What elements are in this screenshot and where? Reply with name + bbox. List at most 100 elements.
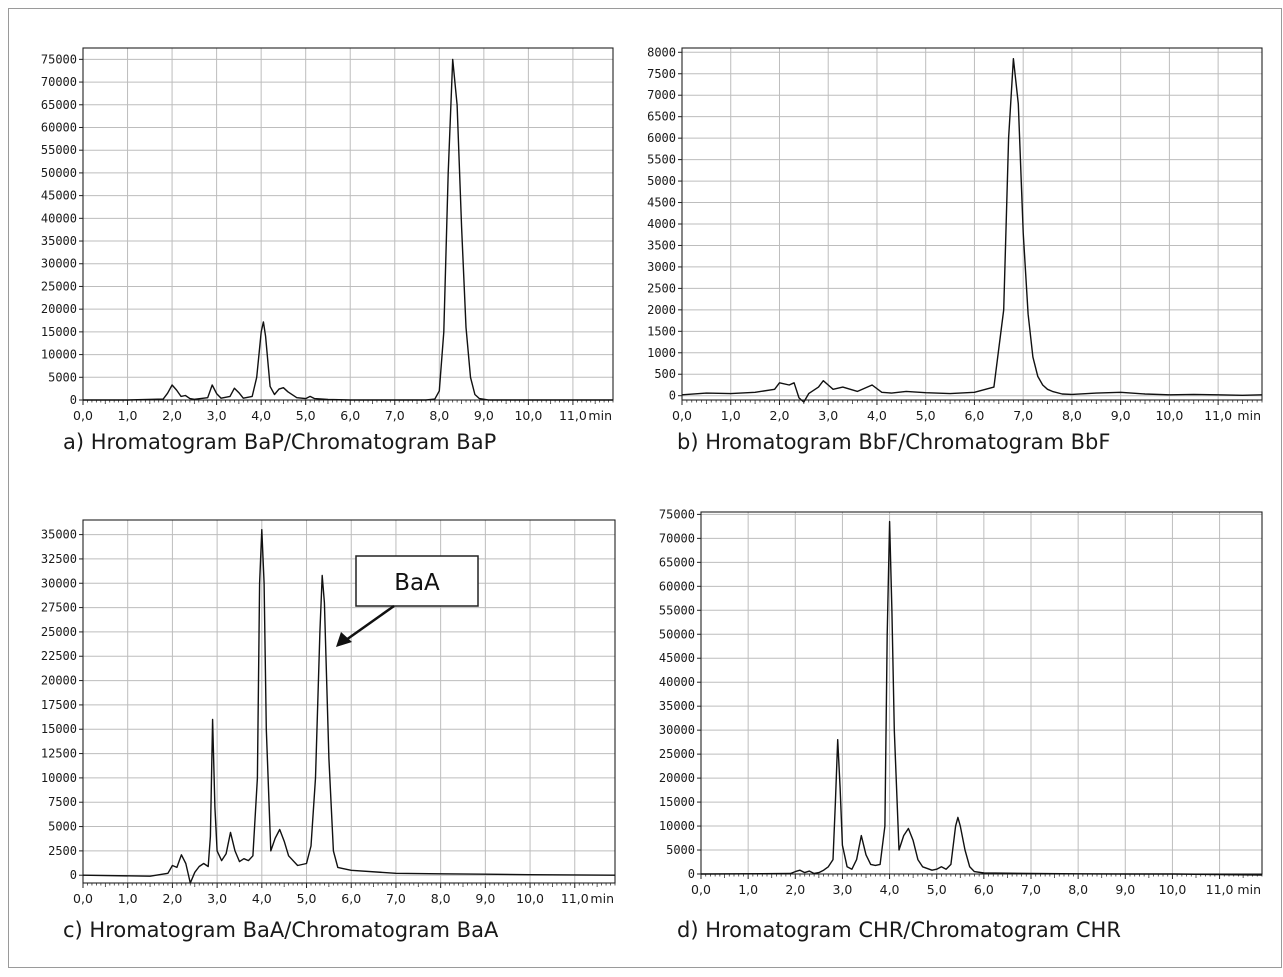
y-tick-label: 1000 <box>647 346 676 360</box>
x-tick-label: 8,0 <box>1068 882 1088 897</box>
y-tick-label: 4000 <box>647 217 676 231</box>
y-tick-label: 30000 <box>41 257 77 271</box>
chart-panel-d: 0,0 1,0 2,0 3,0 4,0 5,0 6,0 7,0 8,0 9,0 10,0 11,0 mi… <box>640 480 1283 977</box>
y-tick-label: 35000 <box>41 528 77 542</box>
y-tick-label: 75000 <box>41 52 77 66</box>
x-unit-label: min <box>1237 408 1261 423</box>
figure-frame <box>8 8 1282 968</box>
y-tick-label: 45000 <box>659 651 695 665</box>
y-tick-label: 7500 <box>48 795 77 809</box>
y-tick-label: 5000 <box>647 174 676 188</box>
x-tick-label: 10,0 <box>1159 882 1187 897</box>
x-unit-label: min <box>590 891 614 906</box>
x-unit-label: min <box>588 408 612 423</box>
y-tick-label: 2500 <box>647 281 676 295</box>
y-tick-label: 2500 <box>48 844 77 858</box>
y-tick-label: 22500 <box>41 649 77 663</box>
x-tick-label: 2,0 <box>770 408 790 423</box>
y-tick-label: 3000 <box>647 260 676 274</box>
x-tick-label: 3,0 <box>832 882 852 897</box>
x-tick-label: 4,0 <box>880 882 900 897</box>
grid <box>83 520 615 883</box>
y-tick-label: 2000 <box>647 303 676 317</box>
y-tick-label: 40000 <box>659 675 695 689</box>
y-tick-label: 65000 <box>659 555 695 569</box>
x-tick-label: 10,0 <box>516 891 544 906</box>
x-tick-label: 8,0 <box>1062 408 1082 423</box>
y-tick-label: 0 <box>70 393 77 407</box>
x-tick-label: 4,0 <box>252 891 272 906</box>
x-tick-label: 1,0 <box>118 891 138 906</box>
x-tick-label: 0,0 <box>691 882 711 897</box>
y-tick-label: 17500 <box>41 698 77 712</box>
annotation-arrow-line <box>345 604 395 642</box>
y-tick-label: 75000 <box>659 507 695 521</box>
y-tick-label: 20000 <box>659 771 695 785</box>
chart-c-svg: 0,0 1,0 2,0 3,0 4,0 5,0 6,0 7,0 8,0 9,0 10,0 11,0 mi… <box>41 519 616 906</box>
chart-panel-c: 0,0 1,0 2,0 3,0 4,0 5,0 6,0 7,0 8,0 9,0 10,0 11,0 mi… <box>0 480 640 977</box>
x-tick-label: 0,0 <box>73 408 93 423</box>
chart-panel-b: 0,0 1,0 2,0 3,0 4,0 5,0 6,0 7,0 8,0 9,0 10,0 11,0 mi… <box>640 0 1283 480</box>
y-tick-label: 3500 <box>647 238 676 252</box>
y-tick-label: 25000 <box>659 747 695 761</box>
x-tick-label: 4,0 <box>251 408 271 423</box>
series-line <box>82 529 616 884</box>
y-tick-label: 60000 <box>659 579 695 593</box>
x-tick-label: 1,0 <box>118 408 138 423</box>
plot-border <box>700 511 1263 875</box>
x-tick-label: 3,0 <box>207 408 227 423</box>
x-tick-label: 0,0 <box>672 408 692 423</box>
series-line <box>83 58 613 401</box>
chart-b-caption: b) Hromatogram BbF/Chromatogram BbF <box>677 430 1111 454</box>
y-tick-label: 12500 <box>41 747 77 761</box>
x-tick-label: 9,0 <box>474 408 494 423</box>
y-tick-label: 5000 <box>48 820 77 834</box>
grid <box>701 512 1262 875</box>
y-tick-label: 15000 <box>41 325 77 339</box>
x-tick-label: 5,0 <box>296 408 316 423</box>
grid <box>83 48 613 401</box>
x-tick-label: 4,0 <box>867 408 887 423</box>
y-tick-label: 6500 <box>647 110 676 124</box>
grid <box>682 48 1262 400</box>
x-tick-label: 7,0 <box>386 891 406 906</box>
x-tick-label: 7,0 <box>1013 408 1033 423</box>
x-tick-label: 9,0 <box>1111 408 1131 423</box>
series-line <box>681 58 1263 403</box>
x-tick-label: 8,0 <box>429 408 449 423</box>
x-tick-label: 3,0 <box>207 891 227 906</box>
x-tick-label: 2,0 <box>162 891 182 906</box>
annotation-arrow-head <box>336 632 352 647</box>
y-tick-label: 0 <box>70 868 77 882</box>
y-tick-label: 60000 <box>41 120 77 134</box>
x-tick-label: 10,0 <box>1155 408 1183 423</box>
x-tick-label: 7,0 <box>385 408 405 423</box>
y-tick-label: 8000 <box>647 45 676 59</box>
x-tick-label: 7,0 <box>1021 882 1041 897</box>
x-tick-label: 0,0 <box>73 891 93 906</box>
annotation: BaA <box>336 555 479 647</box>
x-tick-label: 6,0 <box>974 882 994 897</box>
y-tick-label: 0 <box>669 389 676 403</box>
y-tick-label: 45000 <box>41 189 77 203</box>
y-tick-label: 1500 <box>647 324 676 338</box>
y-tick-label: 5000 <box>666 843 695 857</box>
y-tick-label: 30000 <box>41 576 77 590</box>
x-tick-label: 11,0 <box>561 891 589 906</box>
y-tick-label: 10000 <box>659 819 695 833</box>
plot-border <box>82 47 614 401</box>
y-tick-label: 70000 <box>41 75 77 89</box>
y-tick-label: 32500 <box>41 552 77 566</box>
y-tick-label: 35000 <box>659 699 695 713</box>
x-tick-label: 9,0 <box>475 891 495 906</box>
y-tick-label: 0 <box>688 867 695 881</box>
chart-d-svg: 0,0 1,0 2,0 3,0 4,0 5,0 6,0 7,0 8,0 9,0 10,0 11,0 mi… <box>659 507 1263 897</box>
chart-a-svg: 0,0 1,0 2,0 3,0 4,0 5,0 6,0 7,0 8,0 9,0 10,0 11,0 mi… <box>41 47 614 423</box>
y-tick-label: 50000 <box>41 166 77 180</box>
y-tick-label: 25000 <box>41 625 77 639</box>
y-tick-label: 40000 <box>41 211 77 225</box>
x-tick-label: 5,0 <box>927 882 947 897</box>
chart-c-caption: c) Hromatogram BaA/Chromatogram BaA <box>63 918 499 942</box>
y-tick-label: 15000 <box>41 722 77 736</box>
chart-a-caption: a) Hromatogram BaP/Chromatogram BaP <box>63 430 497 454</box>
